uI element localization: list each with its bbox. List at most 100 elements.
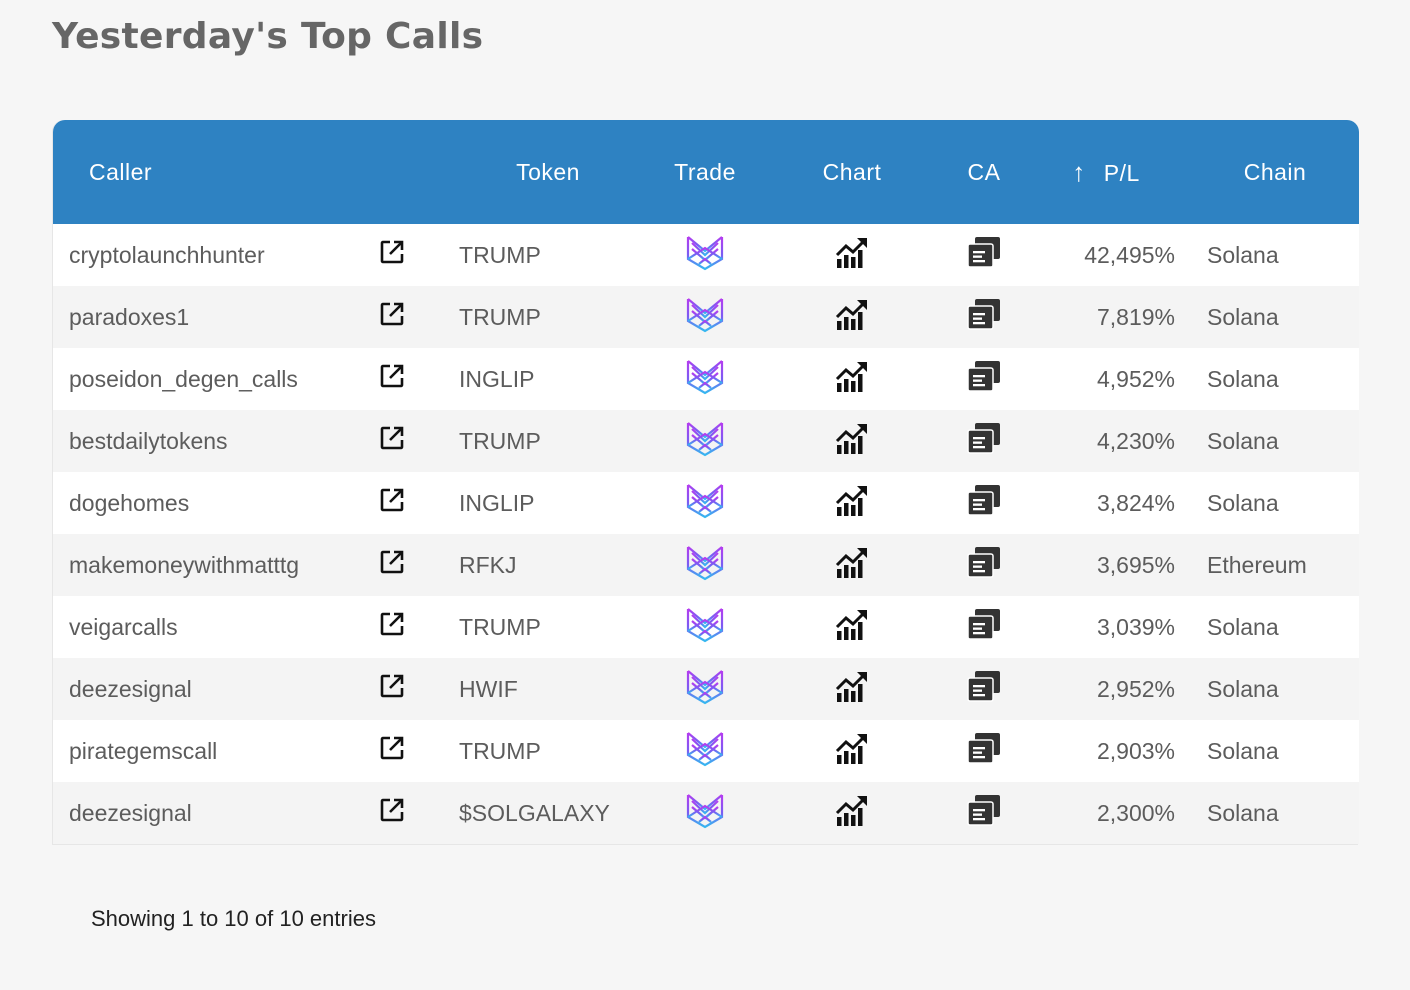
chain-name: Ethereum xyxy=(1207,551,1307,578)
external-link-icon[interactable] xyxy=(379,239,405,271)
caller-name[interactable]: cryptolaunchhunter xyxy=(69,241,265,268)
token-symbol: $SOLGALAXY xyxy=(459,799,610,826)
trade-logo-icon[interactable] xyxy=(685,543,725,587)
token-symbol: INGLIP xyxy=(459,489,535,516)
table-row: veigarcalls TRUMP 3,039% Solana xyxy=(53,596,1360,658)
table-body: cryptolaunchhunter TRUMP 42,495% Solana para… xyxy=(53,224,1360,844)
caller-name[interactable]: poseidon_degen_calls xyxy=(69,365,298,392)
chart-growth-icon[interactable] xyxy=(835,669,869,709)
trade-logo-icon[interactable] xyxy=(685,667,725,711)
chart-growth-icon[interactable] xyxy=(835,793,869,833)
trade-cell xyxy=(653,410,757,472)
caller-name[interactable]: dogehomes xyxy=(69,489,190,516)
trade-logo-icon[interactable] xyxy=(685,295,725,339)
token-symbol: HWIF xyxy=(459,675,518,702)
chart-growth-icon[interactable] xyxy=(835,545,869,585)
chart-cell xyxy=(757,224,947,286)
chain-name: Solana xyxy=(1207,427,1279,454)
chart-cell xyxy=(757,534,947,596)
external-link-cell xyxy=(363,472,443,534)
trade-logo-icon[interactable] xyxy=(685,605,725,649)
chart-growth-icon[interactable] xyxy=(835,607,869,647)
ca-cell xyxy=(947,534,1021,596)
chart-growth-icon[interactable] xyxy=(835,235,869,275)
chart-growth-icon[interactable] xyxy=(835,421,869,461)
header-pl-label: P/L xyxy=(1103,159,1140,186)
caller-name[interactable]: paradoxes1 xyxy=(69,303,190,330)
trade-cell xyxy=(653,782,757,844)
external-link-icon[interactable] xyxy=(379,611,405,643)
trade-logo-icon[interactable] xyxy=(685,791,725,835)
external-link-icon[interactable] xyxy=(379,797,405,829)
trade-cell xyxy=(653,472,757,534)
top-calls-table: Caller Token Trade Chart CA ↑ P/L Chain c… xyxy=(53,120,1360,844)
header-ca[interactable]: CA xyxy=(967,158,1001,185)
chain-name: Solana xyxy=(1207,799,1279,826)
trade-logo-icon[interactable] xyxy=(685,419,725,463)
page-title: Yesterday's Top Calls xyxy=(52,16,484,57)
external-link-icon[interactable] xyxy=(379,673,405,705)
chain-name: Solana xyxy=(1207,365,1279,392)
trade-cell xyxy=(653,224,757,286)
chart-growth-icon[interactable] xyxy=(835,483,869,523)
ca-cell xyxy=(947,720,1021,782)
copy-icon[interactable] xyxy=(967,484,1001,522)
chart-growth-icon[interactable] xyxy=(835,731,869,771)
header-chain[interactable]: Chain xyxy=(1243,158,1307,185)
chart-growth-icon[interactable] xyxy=(835,359,869,399)
chart-growth-icon[interactable] xyxy=(835,297,869,337)
top-calls-table-container: Caller Token Trade Chart CA ↑ P/L Chain c… xyxy=(52,120,1360,845)
copy-icon[interactable] xyxy=(967,360,1001,398)
pl-value: 3,824% xyxy=(1097,489,1176,516)
trade-cell xyxy=(653,596,757,658)
copy-icon[interactable] xyxy=(967,298,1001,336)
trade-cell xyxy=(653,534,757,596)
ca-cell xyxy=(947,410,1021,472)
token-symbol: RFKJ xyxy=(459,551,517,578)
table-row: paradoxes1 TRUMP 7,819% Solana xyxy=(53,286,1360,348)
header-token[interactable]: Token xyxy=(516,158,580,185)
copy-icon[interactable] xyxy=(967,732,1001,770)
header-caller[interactable]: Caller xyxy=(89,158,153,185)
copy-icon[interactable] xyxy=(967,608,1001,646)
external-link-cell xyxy=(363,534,443,596)
caller-name[interactable]: deezesignal xyxy=(69,675,192,702)
table-info: Showing 1 to 10 of 10 entries xyxy=(91,906,376,931)
caller-name[interactable]: deezesignal xyxy=(69,799,192,826)
trade-logo-icon[interactable] xyxy=(685,357,725,401)
copy-icon[interactable] xyxy=(967,236,1001,274)
table-row: deezesignal $SOLGALAXY 2,300% Solana xyxy=(53,782,1360,844)
table-row: bestdailytokens TRUMP 4,230% Solana xyxy=(53,410,1360,472)
pl-value: 2,952% xyxy=(1097,675,1176,702)
external-link-icon[interactable] xyxy=(379,301,405,333)
token-symbol: TRUMP xyxy=(459,303,541,330)
trade-logo-icon[interactable] xyxy=(685,481,725,525)
external-link-icon[interactable] xyxy=(379,425,405,457)
header-pl[interactable]: ↑ P/L xyxy=(1021,120,1191,224)
copy-icon[interactable] xyxy=(967,546,1001,584)
trade-cell xyxy=(653,286,757,348)
header-trade[interactable]: Trade xyxy=(674,158,736,185)
caller-name[interactable]: bestdailytokens xyxy=(69,427,228,454)
trade-logo-icon[interactable] xyxy=(685,729,725,773)
header-chart[interactable]: Chart xyxy=(822,158,882,185)
caller-name[interactable]: makemoneywithmatttg xyxy=(69,551,300,578)
external-link-cell xyxy=(363,410,443,472)
external-link-icon[interactable] xyxy=(379,487,405,519)
pl-value: 3,039% xyxy=(1097,613,1176,640)
external-link-icon[interactable] xyxy=(379,549,405,581)
token-symbol: TRUMP xyxy=(459,613,541,640)
chain-name: Solana xyxy=(1207,241,1279,268)
trade-logo-icon[interactable] xyxy=(685,233,725,277)
copy-icon[interactable] xyxy=(967,670,1001,708)
copy-icon[interactable] xyxy=(967,422,1001,460)
external-link-icon[interactable] xyxy=(379,363,405,395)
caller-name[interactable]: veigarcalls xyxy=(69,613,178,640)
pl-value: 2,300% xyxy=(1097,799,1176,826)
external-link-icon[interactable] xyxy=(379,735,405,767)
pl-value: 42,495% xyxy=(1084,241,1176,268)
table-row: pirategemscall TRUMP 2,903% Solana xyxy=(53,720,1360,782)
caller-name[interactable]: pirategemscall xyxy=(69,737,218,764)
copy-icon[interactable] xyxy=(967,794,1001,832)
chart-cell xyxy=(757,596,947,658)
